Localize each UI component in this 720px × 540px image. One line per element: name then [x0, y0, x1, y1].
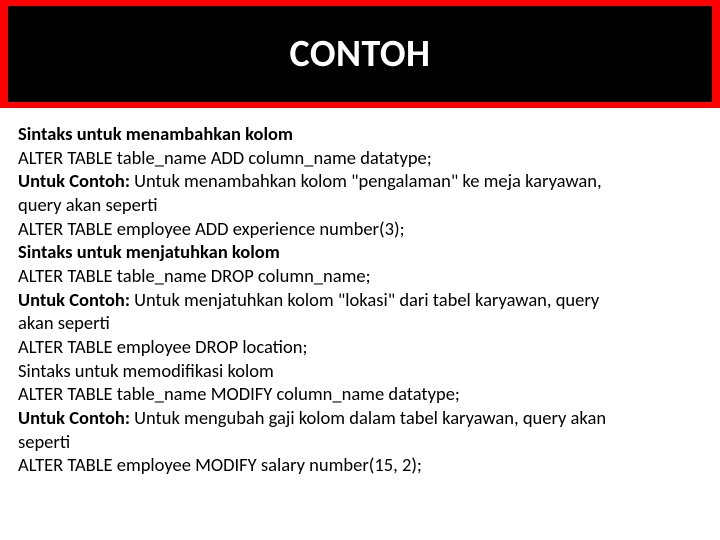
text-line: Untuk Contoh: Untuk menjatuhkan kolom "l…	[18, 288, 702, 312]
text-line: Sintaks untuk memodifikasi kolom	[18, 359, 702, 383]
title-box: CONTOH	[8, 6, 712, 102]
text-line: ALTER TABLE table_name ADD column_name d…	[18, 146, 702, 170]
header-bar: CONTOH	[0, 0, 720, 108]
text-line: seperti	[18, 430, 702, 454]
text-line: ALTER TABLE employee DROP location;	[18, 335, 702, 359]
slide-content: Sintaks untuk menambahkan kolom ALTER TA…	[0, 108, 720, 495]
text-line: Untuk Contoh: Untuk mengubah gaji kolom …	[18, 406, 702, 430]
text-line: akan seperti	[18, 311, 702, 335]
text-bold: Untuk Contoh:	[18, 288, 130, 311]
text-rest: Untuk mengubah gaji kolom dalam tabel ka…	[130, 406, 606, 429]
slide: CONTOH Sintaks untuk menambahkan kolom A…	[0, 0, 720, 540]
text-rest: Untuk menjatuhkan kolom "lokasi" dari ta…	[130, 288, 599, 311]
text-line: ALTER TABLE employee MODIFY salary numbe…	[18, 453, 702, 477]
slide-title: CONTOH	[289, 31, 430, 77]
text-line: Sintaks untuk menambahkan kolom	[18, 122, 702, 146]
text-line: ALTER TABLE table_name DROP column_name;	[18, 264, 702, 288]
text-bold: Untuk Contoh:	[18, 169, 130, 192]
text-line: Untuk Contoh: Untuk menambahkan kolom "p…	[18, 169, 702, 193]
text-line: ALTER TABLE table_name MODIFY column_nam…	[18, 382, 702, 406]
text-bold: Untuk Contoh:	[18, 406, 130, 429]
text-line: query akan seperti	[18, 193, 702, 217]
text-line: Sintaks untuk menjatuhkan kolom	[18, 240, 702, 264]
text-line: ALTER TABLE employee ADD experience numb…	[18, 217, 702, 241]
text-rest: Untuk menambahkan kolom "pengalaman" ke …	[130, 169, 602, 192]
